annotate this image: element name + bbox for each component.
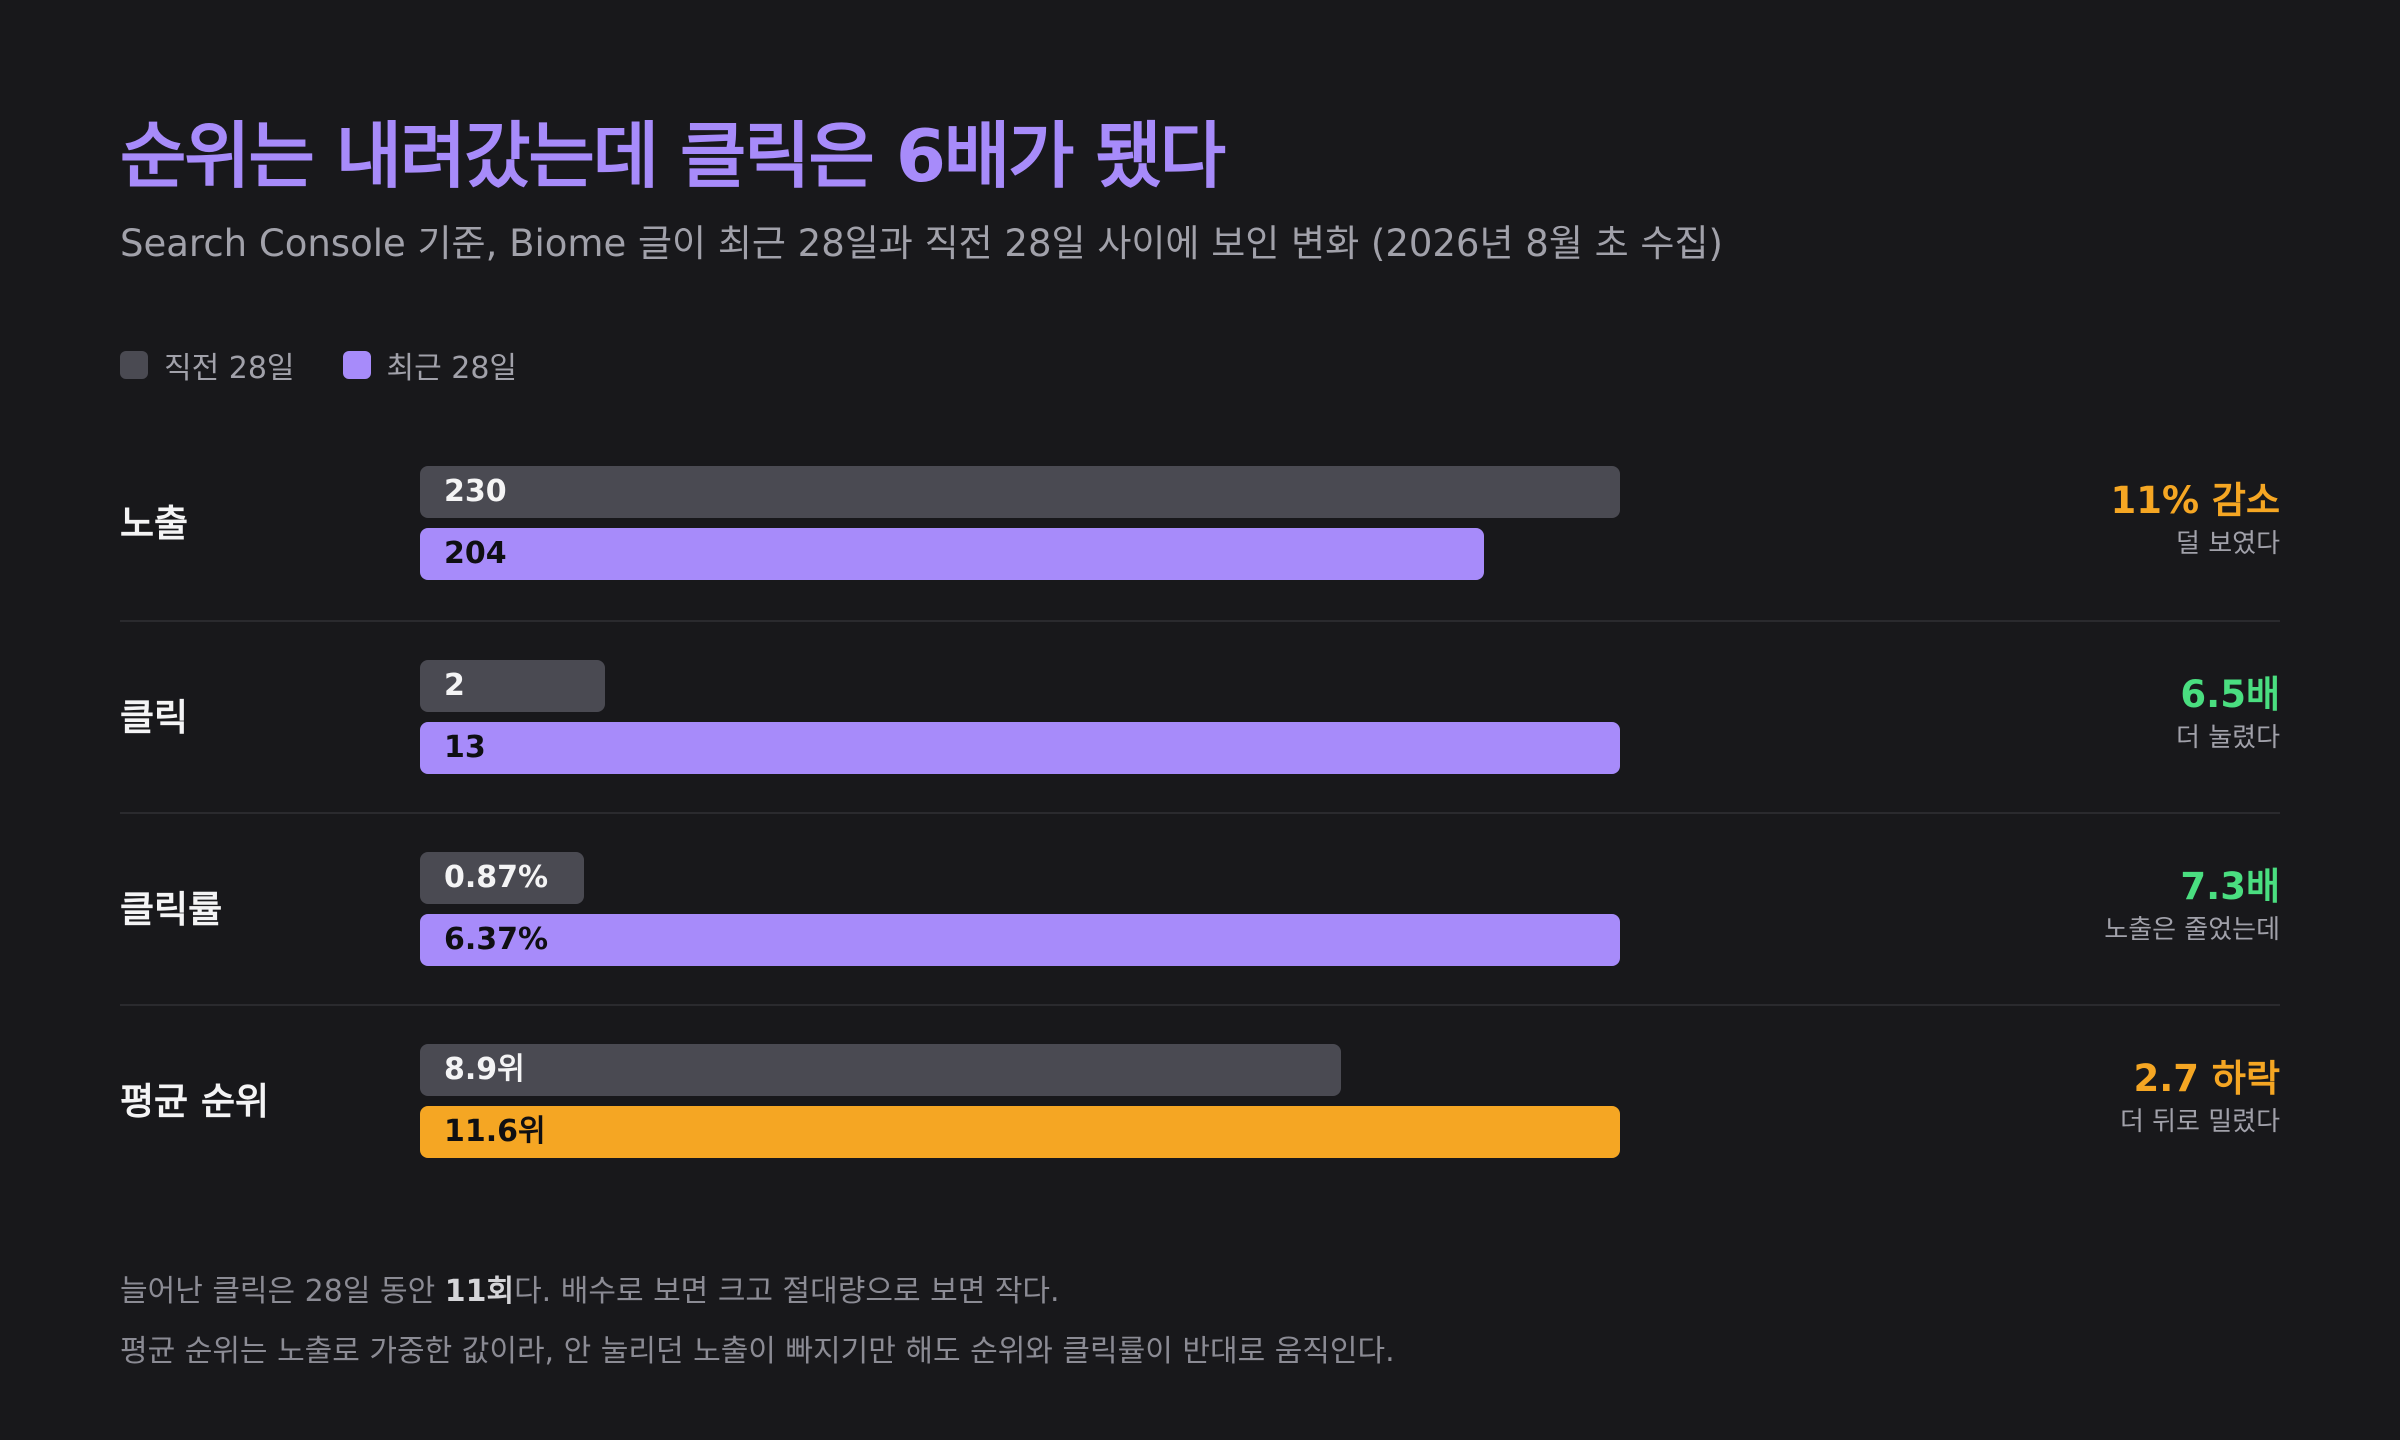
metric-label: 노출	[120, 502, 189, 545]
delta-summary: 6.5배 더 눌렸다	[2176, 672, 2280, 756]
bar-group: 2 13	[420, 660, 1620, 776]
bar-recent: 6.37%	[420, 914, 1620, 966]
delta-summary: 2.7 하락 더 뒤로 밀렸다	[2120, 1056, 2280, 1140]
footnotes: 늘어난 클릭은 28일 동안 11회다. 배수로 보면 크고 절대량으로 보면 …	[120, 1262, 1395, 1382]
footnote-1-start: 늘어난 클릭은 28일 동안	[120, 1274, 445, 1309]
delta-caption: 덜 보였다	[2176, 529, 2280, 559]
chart-title: 순위는 내려갔는데 클릭은 6배가 됐다	[120, 114, 1226, 198]
chart-card: 순위는 내려갔는데 클릭은 6배가 됐다 Search Console 기준, …	[120, 0, 2280, 1440]
legend-swatch-previous	[120, 351, 148, 379]
legend-item-recent: 최근 28일	[342, 343, 518, 387]
footnote-2: 평균 순위는 노출로 가중한 값이라, 안 눌리던 노출이 빠지기만 해도 순위…	[120, 1334, 1395, 1369]
delta-value: 7.3배	[2180, 865, 2280, 908]
legend-item-previous: 직전 28일	[120, 343, 295, 387]
metric-label: 평균 순위	[120, 1080, 270, 1123]
bar-recent: 13	[420, 722, 1620, 774]
delta-caption: 더 눌렸다	[2176, 723, 2280, 753]
metric-rows: 노출 230 204 11% 감소 덜 보였다 클릭 2 13 6.5배 더 눌…	[120, 428, 2280, 1196]
legend-label-previous: 직전 28일	[164, 351, 295, 386]
bar-previous: 0.87%	[420, 852, 584, 904]
delta-value: 11% 감소	[2110, 479, 2280, 522]
delta-value: 6.5배	[2180, 673, 2280, 716]
delta-caption: 더 뒤로 밀렸다	[2119, 1107, 2280, 1137]
footnote-1: 늘어난 클릭은 28일 동안 11회다. 배수로 보면 크고 절대량으로 보면 …	[120, 1262, 1395, 1322]
legend-swatch-recent	[342, 351, 371, 379]
bar-recent: 11.6위	[420, 1106, 1620, 1158]
footnote-1-end: 다. 배수로 보면 크고 절대량으로 보면 작다.	[514, 1274, 1060, 1309]
delta-summary: 7.3배 노출은 줄었는데	[2104, 864, 2280, 948]
legend-label-recent: 최근 28일	[386, 351, 518, 386]
delta-summary: 11% 감소 덜 보였다	[2110, 478, 2280, 562]
chart-subtitle: Search Console 기준, Biome 글이 최근 28일과 직전 2…	[120, 222, 1723, 265]
bar-group: 230 204	[420, 466, 1620, 582]
bar-group: 8.9위 11.6위	[420, 1044, 1620, 1160]
metric-label: 클릭	[120, 696, 189, 739]
metric-row-avg-rank: 평균 순위 8.9위 11.6위 2.7 하락 더 뒤로 밀렸다	[120, 1004, 2280, 1196]
metric-row-clicks: 클릭 2 13 6.5배 더 눌렸다	[120, 620, 2280, 812]
metric-row-impressions: 노출 230 204 11% 감소 덜 보였다	[120, 428, 2280, 620]
legend: 직전 28일 최근 28일	[120, 344, 565, 386]
metric-label: 클릭률	[120, 888, 223, 931]
footnote-1-highlight: 11회	[444, 1274, 515, 1309]
delta-value: 2.7 하락	[2133, 1057, 2280, 1100]
metric-row-ctr: 클릭률 0.87% 6.37% 7.3배 노출은 줄었는데	[120, 812, 2280, 1004]
bar-group: 0.87% 6.37%	[420, 852, 1620, 968]
bar-previous: 2	[420, 660, 605, 712]
bar-recent: 204	[420, 528, 1484, 580]
delta-caption: 노출은 줄었는데	[2104, 915, 2280, 945]
bar-previous: 230	[420, 466, 1620, 518]
bar-previous: 8.9위	[420, 1044, 1341, 1096]
